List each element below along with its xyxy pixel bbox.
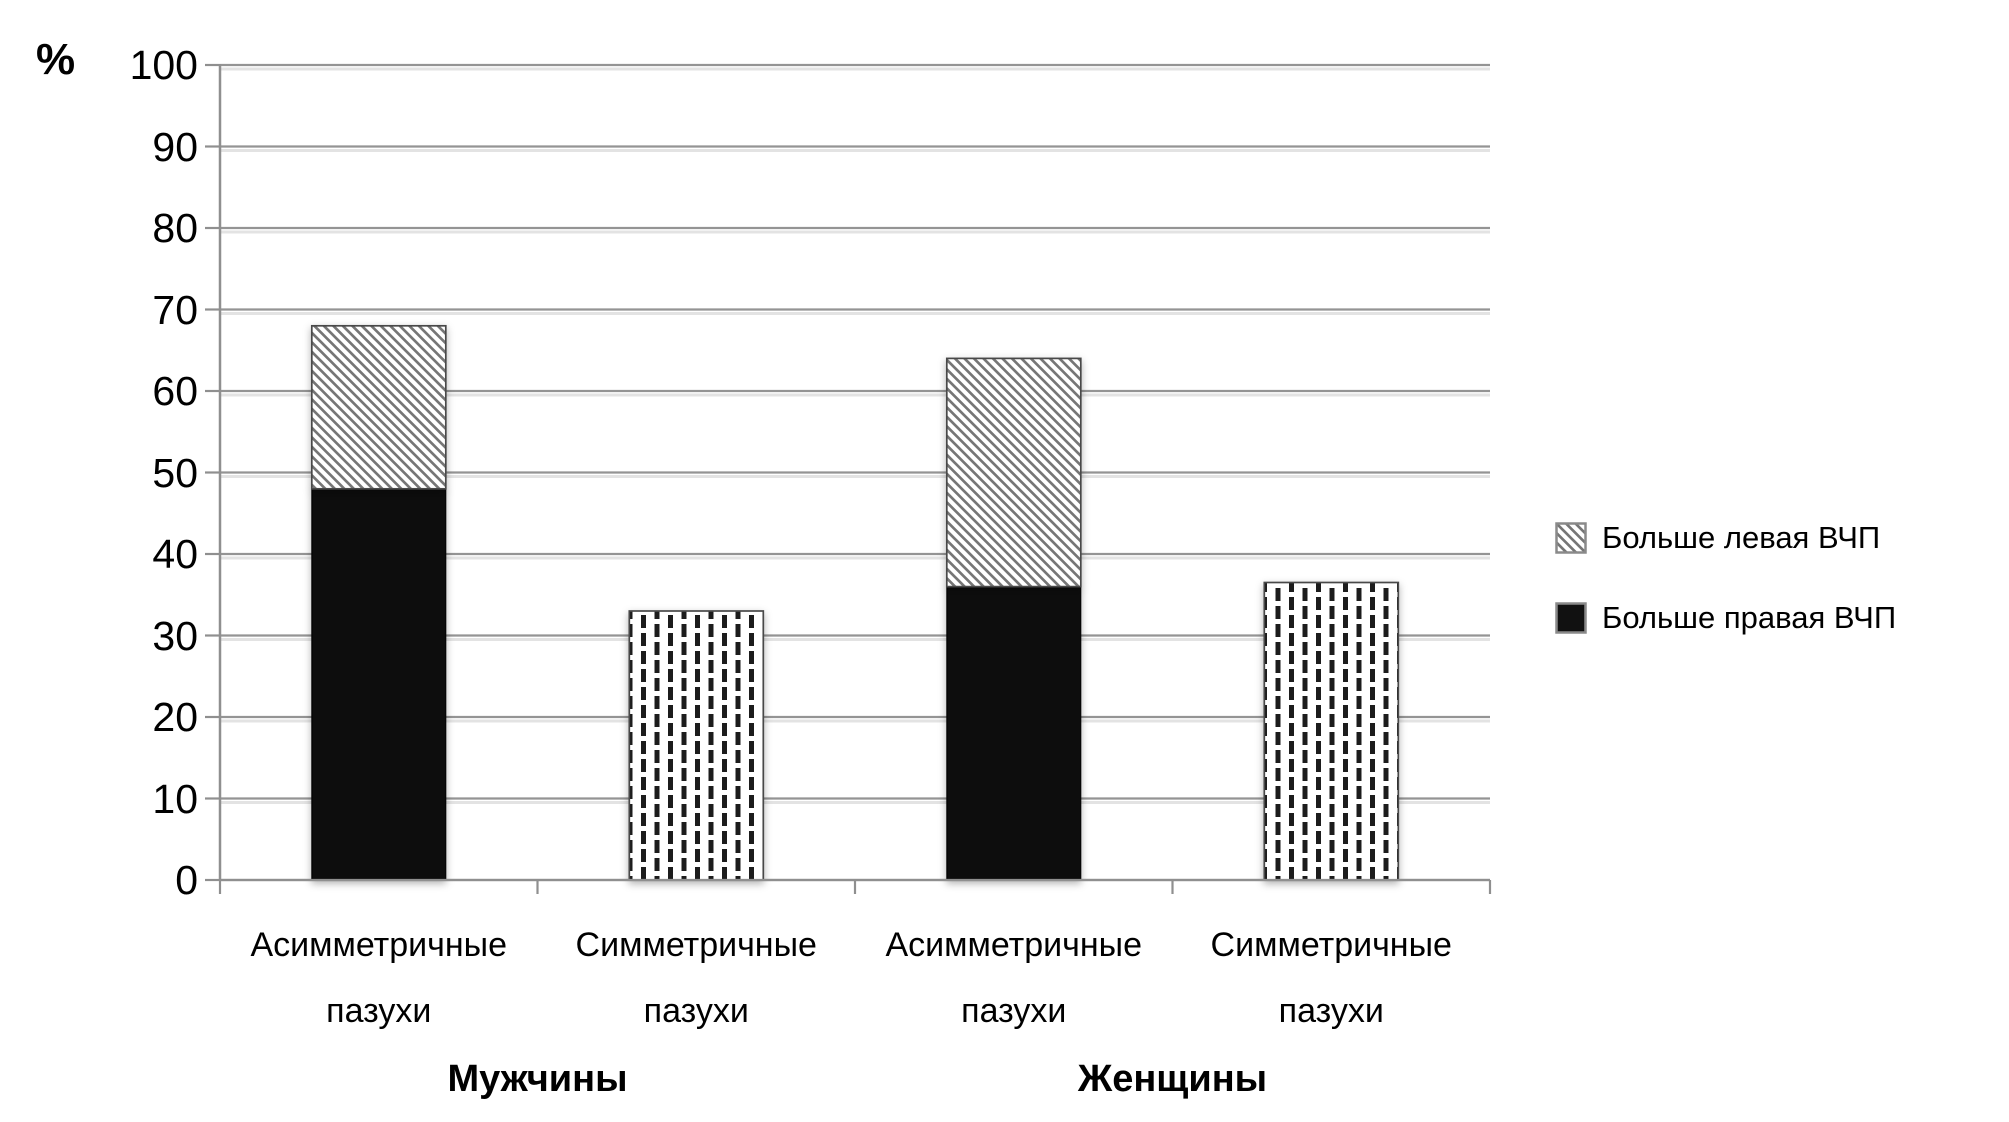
y-tick-label: 70 bbox=[152, 286, 198, 333]
y-tick-label: 30 bbox=[152, 612, 198, 659]
y-tick-label: 80 bbox=[152, 205, 198, 251]
bar-segment bbox=[628, 610, 765, 881]
legend-swatch-hatch-icon bbox=[1555, 522, 1587, 554]
y-tick-label: 60 bbox=[152, 368, 198, 414]
x-category-label: Симметричные пазухи bbox=[575, 926, 817, 1030]
x-group-label: Женщины bbox=[1077, 1058, 1268, 1100]
y-tick-label: 50 bbox=[152, 449, 198, 496]
x-category-label: Асимметричные пазухи bbox=[250, 926, 507, 1030]
x-category-label: Симметричные пазухи bbox=[1210, 926, 1452, 1030]
legend: Больше левая ВЧП Больше правая ВЧП bbox=[1554, 520, 1896, 680]
y-tick-label: 40 bbox=[152, 531, 198, 577]
bar-segment bbox=[946, 586, 1082, 881]
x-category-label: Асимметричные пазухи bbox=[885, 926, 1142, 1030]
legend-swatch-black-icon bbox=[1555, 602, 1587, 634]
bars bbox=[310, 324, 1400, 881]
y-tick-label: 100 bbox=[129, 42, 198, 88]
bar-segment bbox=[1263, 581, 1400, 881]
plot-area bbox=[205, 63, 1492, 894]
x-group-label: Мужчины bbox=[447, 1058, 628, 1100]
legend-item: Больше левая ВЧП bbox=[1554, 520, 1896, 556]
y-tick-label: 90 bbox=[152, 123, 198, 170]
bar-segment bbox=[310, 324, 447, 490]
y-tick-label: 0 bbox=[175, 857, 198, 903]
bar-segment bbox=[945, 357, 1082, 588]
y-tick-label: 20 bbox=[152, 694, 198, 740]
y-axis-unit-label: % bbox=[36, 35, 76, 84]
legend-item: Больше правая ВЧП bbox=[1554, 600, 1896, 636]
legend-label: Больше правая ВЧП bbox=[1602, 600, 1897, 635]
y-tick-label: 10 bbox=[152, 775, 198, 822]
bar-segment bbox=[311, 488, 447, 881]
legend-label: Больше левая ВЧП bbox=[1602, 520, 1881, 555]
axes bbox=[218, 64, 1492, 894]
